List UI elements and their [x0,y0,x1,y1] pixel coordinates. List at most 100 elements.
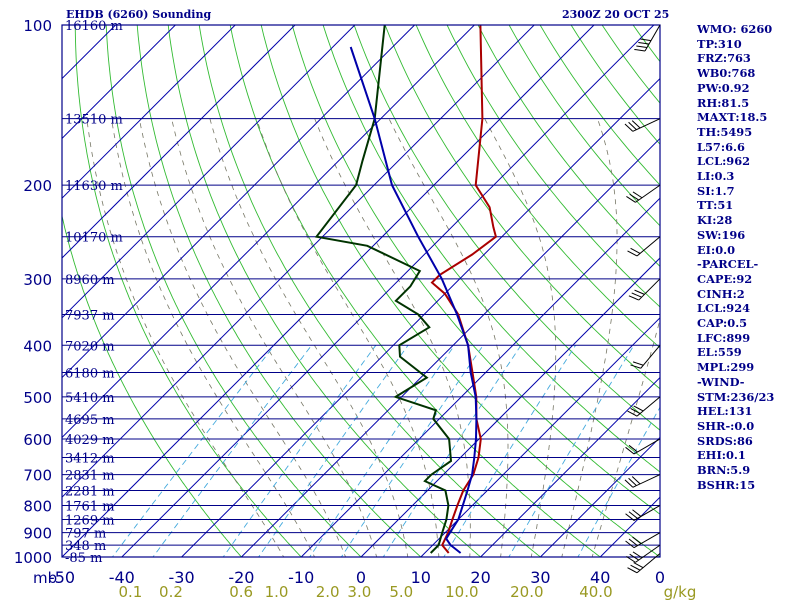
mixing-ratio-line [340,345,484,557]
isotherm [121,25,655,557]
index-7: TH:5495 [697,124,753,139]
index-11: SI:1.7 [697,183,735,198]
wind-barb [634,24,661,52]
height-label-750: 2281 m [65,485,115,500]
wind-barb [627,553,661,574]
height-label-800: 1761 m [65,499,115,514]
dry-adiabat [74,25,302,557]
index-30: BRN:5.9 [697,463,751,478]
pressure-tick-500: 500 [23,389,52,407]
pressure-tick-600: 600 [23,431,52,449]
temperature-tick-9: 40 [590,568,610,587]
height-label-100: 16160 m [65,19,123,34]
mixing-ratio-line [508,345,635,557]
dry-adiabat [229,25,601,557]
wind-barb [627,236,661,257]
isotherm [62,25,177,140]
height-label-450: 6180 m [65,367,115,382]
plot-frame [61,24,661,558]
index-28: SRDS:86 [697,433,753,448]
dry-adiabat [477,25,660,267]
isotherm [300,197,660,557]
index-9: LCL:962 [697,154,751,169]
index-16: -PARCEL- [697,257,759,272]
height-label-550: 4695 m [65,413,115,428]
index-0: WMO: 6260 [697,22,773,36]
plot-area [62,25,660,557]
isotherm [62,25,476,439]
dry-adiabat [322,25,660,473]
mixing-ratio-tick-2: 0.6 [229,583,253,600]
index-23: MPL:299 [697,360,755,375]
index-4: PW:0.92 [697,80,750,95]
height-label-900: 797 m [65,527,106,542]
sounding-indices-panel: WMO: 6260 TP:310 FRZ:763 WB0:768 PW:0.92 RH:8… [697,22,800,493]
height-label-850: 1269 m [65,513,115,528]
height-label-350: 7937 m [65,308,115,323]
index-22: EL:559 [697,345,742,360]
dry-adiabat [353,25,660,431]
isotherm [62,25,356,319]
isotherm [420,317,660,557]
mixing-ratio-line [152,345,312,557]
temperature-tick-1: -40 [109,568,135,587]
wind-barb [630,344,661,369]
mixing-ratio-tick-8: 20.0 [510,583,543,600]
isotherm [62,25,117,80]
mixing-ratio-line [111,345,275,557]
isotherm [62,25,595,557]
height-label-300: 8960 m [65,273,115,288]
isotherm [62,25,416,379]
station-title: EHDB (6260) Sounding [66,8,212,21]
index-20: CAP:0.5 [697,316,748,331]
dry-adiabat [105,25,362,557]
pressure-tick-200: 200 [23,177,52,195]
wind-barb [625,532,661,549]
temperature-tick-8: 30 [530,568,550,587]
index-27: SHR-:0.0 [697,418,755,433]
index-13: KI:28 [697,213,733,228]
dewpoint-trace [314,24,453,554]
pressure-tick-400: 400 [23,337,52,355]
wind-barb [625,505,661,521]
pressure-tick-800: 800 [23,497,52,515]
isotherm [539,436,660,557]
height-label-650: 3412 m [65,451,115,466]
mixing-ratio-tick-4: 2.0 [316,583,340,600]
index-6: MAXT:18.5 [697,110,768,125]
index-5: RH:81.5 [697,95,750,110]
wind-barb [625,438,661,455]
index-3: WB0:768 [697,66,756,81]
height-label-700: 2831 m [65,469,115,484]
sounding-timestamp: 2300Z 20 OCT 25 [562,8,670,21]
index-8: L57:6.6 [697,139,745,154]
index-31: BSHR:15 [697,477,756,492]
temperature-tick-6: 10 [411,568,431,587]
isotherm [62,25,535,498]
height-label-150: 13510 m [65,113,123,128]
mixing-ratio-tick-3: 1.0 [265,583,289,600]
index-12: TT:51 [697,198,734,213]
mixing-ratio-unit-label: g/kg [664,583,697,600]
moist-adiabat [484,118,557,557]
mixing-ratio-tick-9: 40.0 [579,583,612,600]
height-label-950: 348 m [65,539,106,554]
dry-adiabat [260,25,660,557]
index-15: EI:0.0 [697,242,736,257]
temperature-tick-0: -50 [49,568,75,587]
wind-barb [624,474,661,488]
temperature-tick-4: -10 [288,568,314,587]
dry-adiabat [384,25,660,390]
index-19: LCL:924 [697,301,751,316]
index-18: CINH:2 [697,286,745,301]
mixing-ratio-line [222,345,377,557]
wind-barb [626,184,661,203]
pressure-tick-900: 900 [23,525,52,543]
dry-adiabat [136,25,422,557]
dry-adiabat [198,25,542,557]
temperature-trace [430,24,498,554]
mixing-ratio-tick-7: 10.0 [445,583,478,600]
pressure-tick-700: 700 [23,467,52,485]
index-1: TP:310 [697,36,742,51]
isotherm [180,77,660,557]
